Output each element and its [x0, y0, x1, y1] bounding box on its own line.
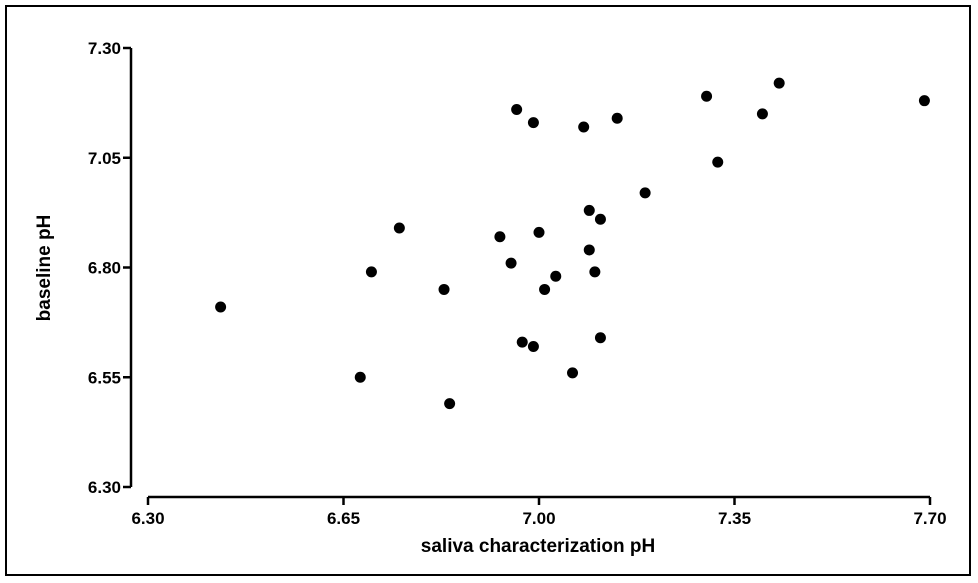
data-point [494, 231, 506, 243]
data-point [594, 332, 606, 344]
data-point [589, 266, 601, 278]
x-axis: 6.30 6.65 7.00 7.35 7.70 [131, 495, 947, 528]
x-tick-label: 7.35 [718, 509, 751, 528]
x-tick-label: 7.70 [913, 509, 946, 528]
data-point [527, 117, 539, 129]
data-point [550, 270, 562, 282]
data-point [505, 257, 517, 269]
data-point [393, 222, 405, 234]
y-tick-label: 7.30 [88, 39, 121, 58]
y-tick-label: 7.05 [88, 149, 121, 168]
data-point [756, 108, 768, 120]
data-point [567, 367, 579, 379]
x-tick-label: 6.65 [327, 509, 360, 528]
chart-frame [5, 5, 971, 576]
data-point [215, 301, 227, 313]
data-point [773, 77, 785, 89]
y-axis: 6.30 6.55 6.80 7.05 7.30 [88, 39, 133, 497]
data-points [215, 77, 930, 410]
data-point [444, 398, 456, 410]
data-point [918, 95, 930, 107]
data-point [533, 226, 545, 238]
y-axis-title: baseline pH [34, 215, 55, 322]
data-point [712, 156, 724, 168]
data-point [583, 244, 595, 256]
data-point [539, 283, 551, 295]
data-point [611, 112, 623, 124]
y-tick-label: 6.30 [88, 478, 121, 497]
x-tick-label: 7.00 [522, 509, 555, 528]
data-point [438, 283, 450, 295]
data-point [583, 204, 595, 216]
x-axis-title: saliva characterization pH [421, 536, 655, 557]
data-point [365, 266, 377, 278]
y-tick-label: 6.55 [88, 368, 121, 387]
x-tick-label: 6.30 [131, 509, 164, 528]
data-point [578, 121, 590, 133]
data-point [354, 371, 366, 383]
data-point [639, 187, 651, 199]
data-point [511, 103, 523, 115]
data-point [516, 336, 528, 348]
data-point [527, 341, 539, 353]
y-tick-label: 6.80 [88, 259, 121, 278]
data-point [701, 90, 713, 102]
data-point [594, 213, 606, 225]
